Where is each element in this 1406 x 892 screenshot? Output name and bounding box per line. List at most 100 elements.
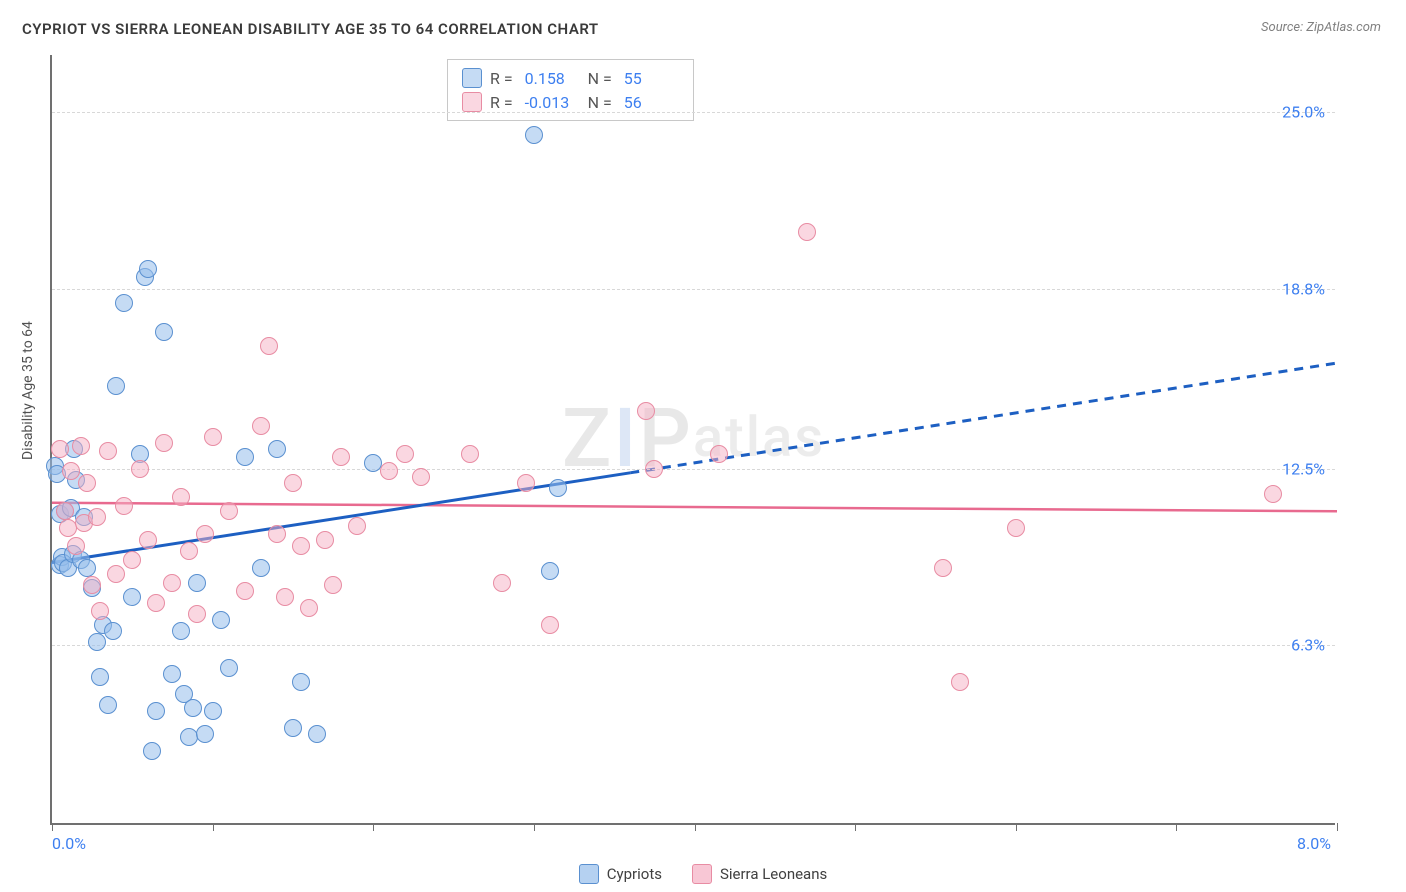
data-point xyxy=(268,440,286,458)
data-point xyxy=(172,622,190,640)
data-point xyxy=(292,537,310,555)
plot-area: ZIPatlas R =0.158N =55R =-0.013N =56 6.3… xyxy=(50,55,1335,825)
data-point xyxy=(115,497,133,515)
y-tick-label: 18.8% xyxy=(1282,279,1325,298)
data-point xyxy=(139,260,157,278)
data-point xyxy=(332,448,350,466)
data-point xyxy=(67,537,85,555)
data-point xyxy=(131,460,149,478)
data-point xyxy=(292,673,310,691)
data-point xyxy=(56,502,74,520)
data-point xyxy=(123,551,141,569)
data-point xyxy=(91,602,109,620)
data-point xyxy=(461,445,479,463)
data-point xyxy=(645,460,663,478)
data-point xyxy=(139,531,157,549)
data-point xyxy=(549,479,567,497)
n-label: N = xyxy=(588,93,612,112)
correlation-chart: CYPRIOT VS SIERRA LEONEAN DISABILITY AGE… xyxy=(0,0,1406,892)
data-point xyxy=(51,440,69,458)
x-tick xyxy=(1016,823,1017,831)
data-point xyxy=(236,448,254,466)
data-point xyxy=(300,599,318,617)
data-point xyxy=(88,633,106,651)
data-point xyxy=(637,402,655,420)
y-tick-label: 12.5% xyxy=(1282,459,1325,478)
source-attribution: Source: ZipAtlas.com xyxy=(1261,20,1381,35)
data-point xyxy=(147,594,165,612)
y-tick-label: 25.0% xyxy=(1282,103,1325,122)
data-point xyxy=(62,462,80,480)
data-point xyxy=(88,508,106,526)
r-value: 0.158 xyxy=(525,69,580,88)
data-point xyxy=(163,665,181,683)
r-value: -0.013 xyxy=(525,93,580,112)
data-point xyxy=(220,659,238,677)
data-point xyxy=(260,337,278,355)
x-tick-label: 8.0% xyxy=(1297,834,1331,853)
data-point xyxy=(83,576,101,594)
data-point xyxy=(276,588,294,606)
data-point xyxy=(180,542,198,560)
data-point xyxy=(541,616,559,634)
data-point xyxy=(104,622,122,640)
data-point xyxy=(284,719,302,737)
data-point xyxy=(196,525,214,543)
data-point xyxy=(99,442,117,460)
gridline xyxy=(52,289,1335,290)
legend-label: Sierra Leoneans xyxy=(720,865,827,883)
data-point xyxy=(380,462,398,480)
data-point xyxy=(220,502,238,520)
data-point xyxy=(268,525,286,543)
legend-label: Cypriots xyxy=(607,865,662,883)
data-point xyxy=(172,488,190,506)
x-tick xyxy=(534,823,535,831)
x-tick xyxy=(1337,823,1338,831)
n-label: N = xyxy=(588,69,612,88)
data-point xyxy=(184,699,202,717)
r-label: R = xyxy=(490,93,513,112)
chart-title: CYPRIOT VS SIERRA LEONEAN DISABILITY AGE… xyxy=(22,20,599,38)
x-tick xyxy=(373,823,374,831)
gridline xyxy=(52,469,1335,470)
data-point xyxy=(798,223,816,241)
data-point xyxy=(196,725,214,743)
x-tick xyxy=(213,823,214,831)
x-tick xyxy=(52,823,53,831)
data-point xyxy=(155,323,173,341)
r-label: R = xyxy=(490,69,513,88)
data-point xyxy=(78,474,96,492)
data-point xyxy=(212,611,230,629)
data-point xyxy=(163,574,181,592)
data-point xyxy=(99,696,117,714)
legend-swatch xyxy=(579,864,599,884)
data-point xyxy=(316,531,334,549)
data-point xyxy=(541,562,559,580)
data-point xyxy=(236,582,254,600)
stats-legend-row: R = -0.013 N = 56 xyxy=(462,90,679,114)
data-point xyxy=(951,673,969,691)
data-point xyxy=(1264,485,1282,503)
data-point xyxy=(525,126,543,144)
data-point xyxy=(204,702,222,720)
gridline xyxy=(52,645,1335,646)
data-point xyxy=(1007,519,1025,537)
data-point xyxy=(493,574,511,592)
y-tick-label: 6.3% xyxy=(1291,636,1325,655)
data-point xyxy=(72,437,90,455)
data-point xyxy=(252,559,270,577)
data-point xyxy=(252,417,270,435)
x-tick xyxy=(855,823,856,831)
data-point xyxy=(412,468,430,486)
x-tick xyxy=(695,823,696,831)
watermark: ZIPatlas xyxy=(562,391,825,487)
legend-item: Sierra Leoneans xyxy=(692,864,827,884)
data-point xyxy=(107,377,125,395)
n-value: 56 xyxy=(624,93,679,112)
data-point xyxy=(348,517,366,535)
data-point xyxy=(78,559,96,577)
data-point xyxy=(147,702,165,720)
stats-legend-row: R =0.158N =55 xyxy=(462,66,679,90)
data-point xyxy=(324,576,342,594)
legend-swatch xyxy=(692,864,712,884)
